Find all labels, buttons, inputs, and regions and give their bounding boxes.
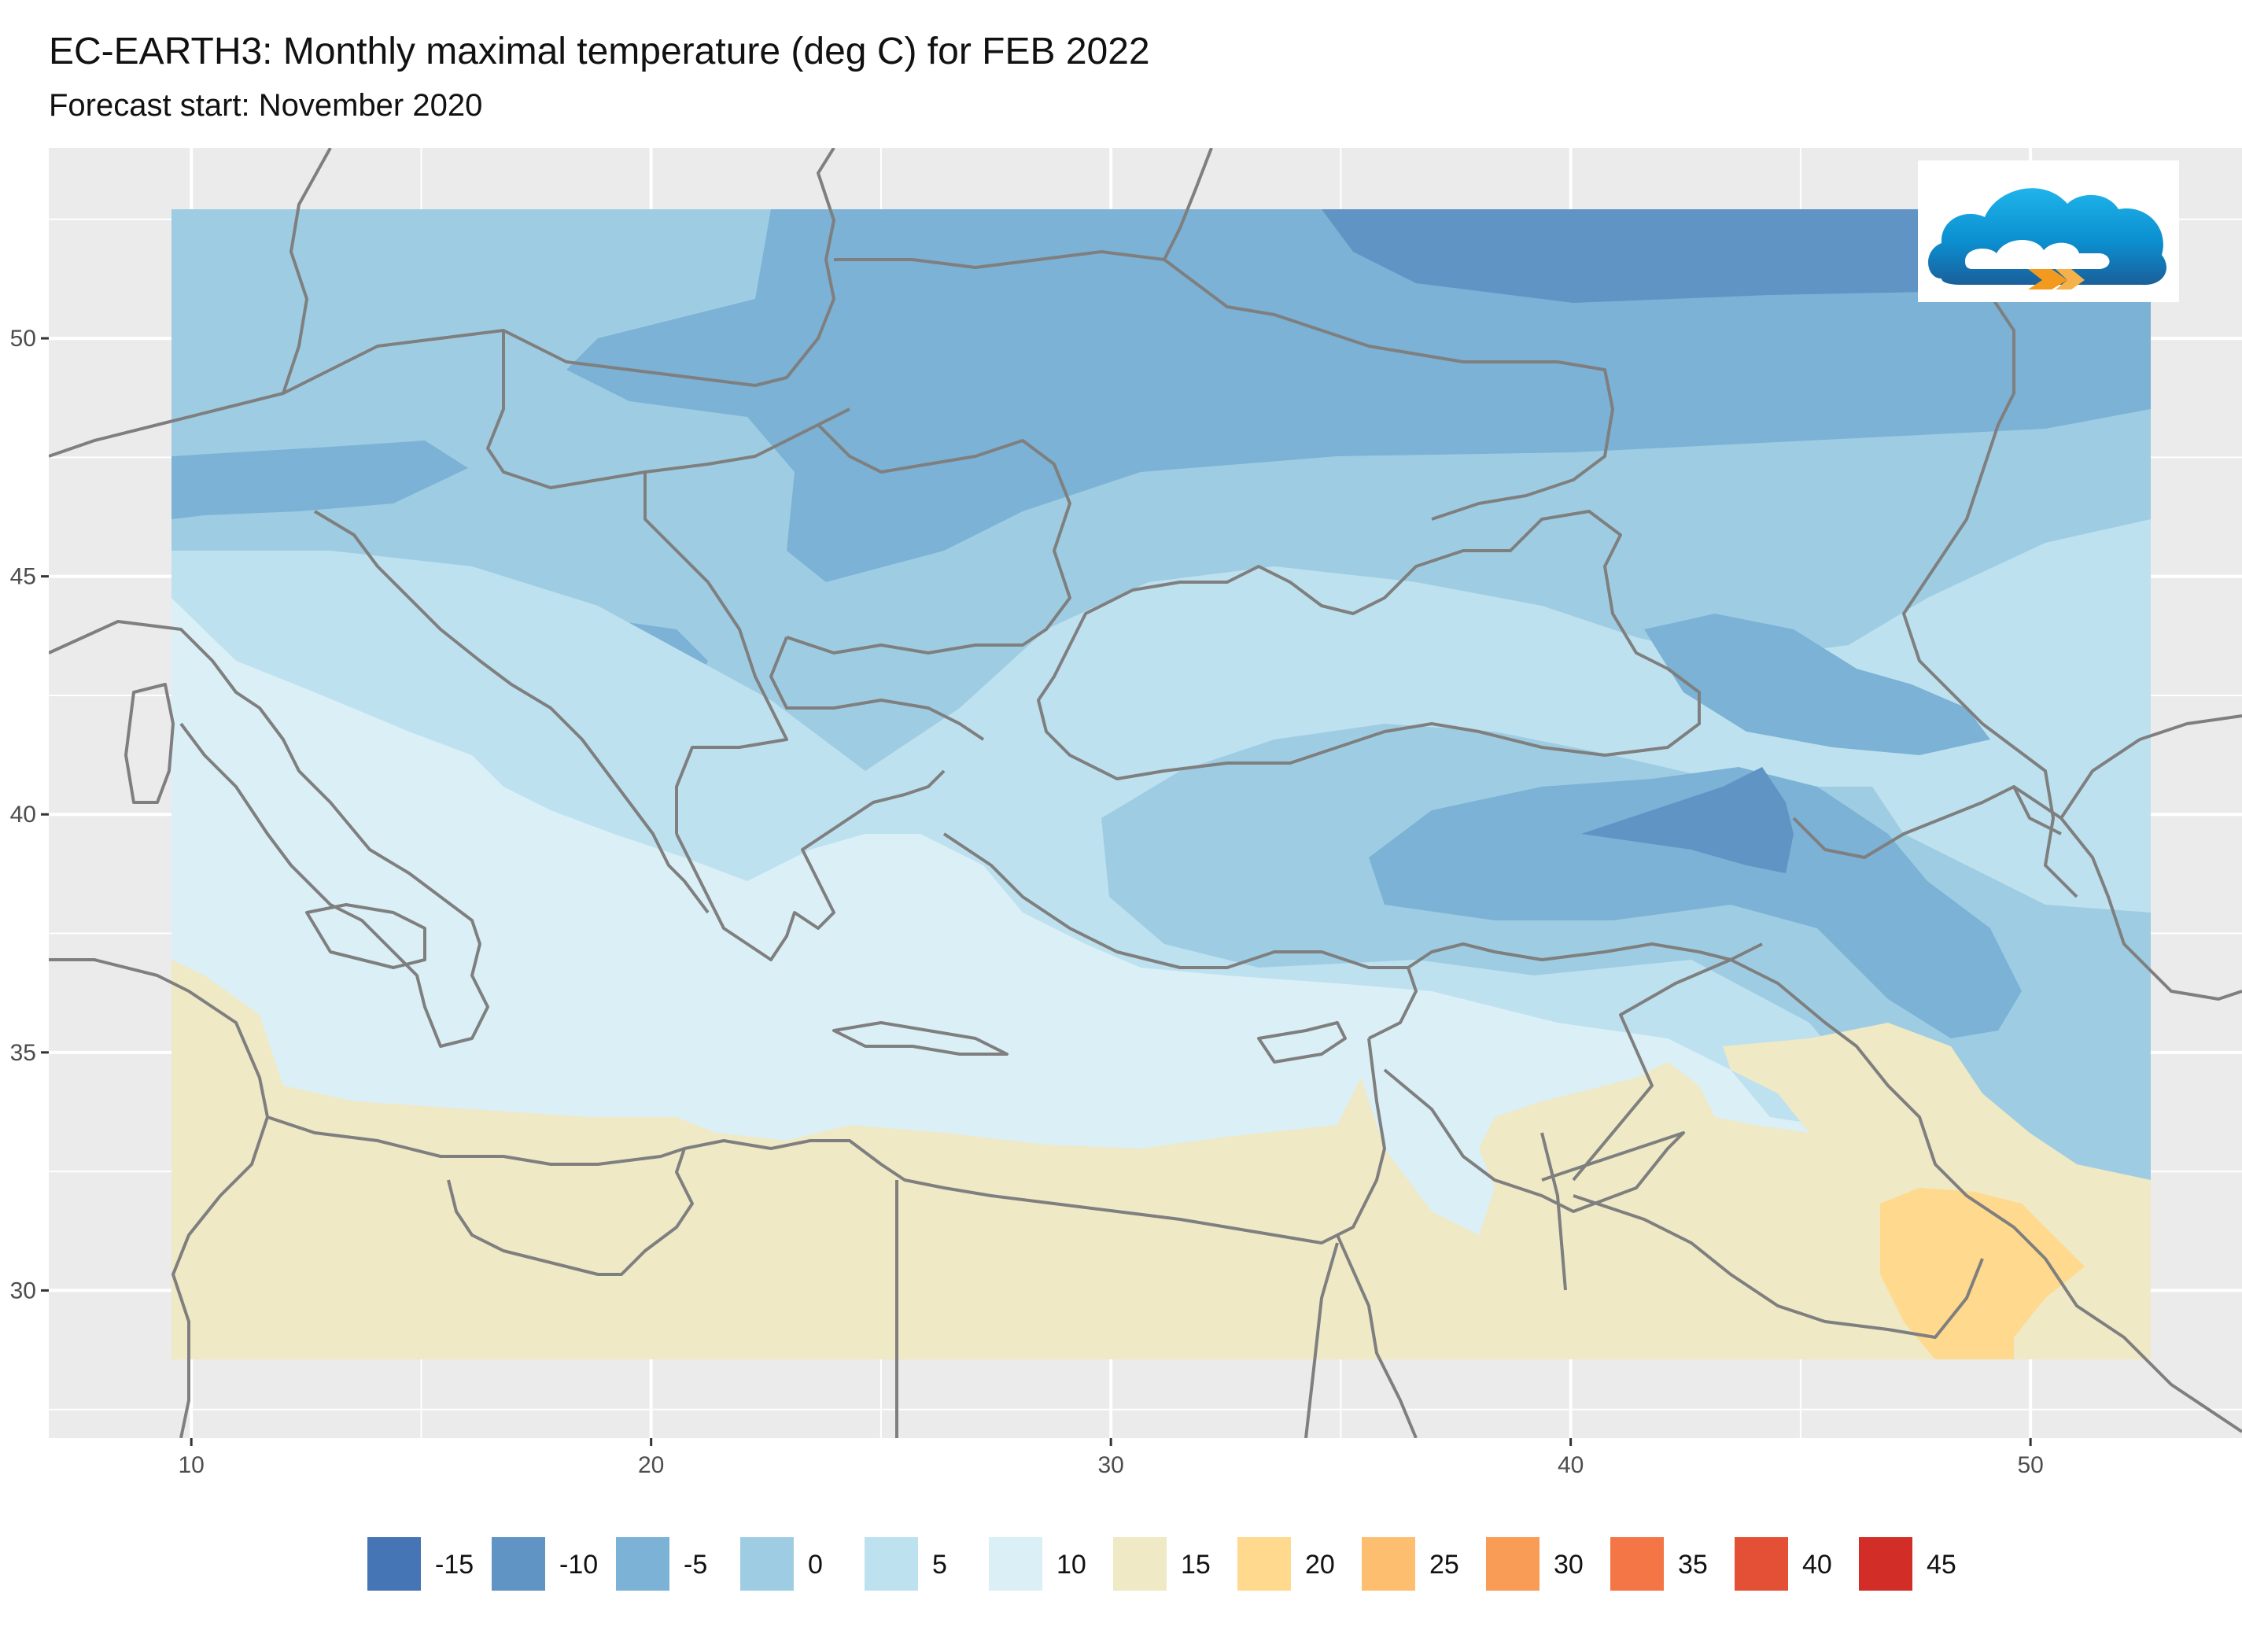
legend-swatch [1610,1537,1664,1591]
legend-swatch [865,1537,918,1591]
legend-label: 40 [1802,1550,1832,1580]
border-middle-east [1383,785,2242,1433]
legend-label: 0 [808,1550,823,1580]
field-patch-alps-minus5 [171,441,468,519]
field-band-africa-15 [171,960,2151,1359]
legend-label: 35 [1678,1550,1708,1580]
legend-label: 30 [1554,1550,1584,1580]
legend-label: 25 [1429,1550,1459,1580]
border-central-europe [49,148,850,489]
coastline-caspian [1902,266,2078,898]
coastline-crete [832,1021,1009,1056]
legend-label: 45 [1927,1550,1956,1580]
coastline-north-africa [49,958,1386,1438]
coastlines-and-borders [49,148,2242,1438]
border-eastern-europe [834,148,1614,521]
coastline-sardinia [124,683,175,804]
coastline-black-sea [1037,510,1701,780]
legend-swatch [492,1537,545,1591]
legend-swatch [1113,1537,1167,1591]
legend-swatch [740,1537,794,1591]
axes: 10 20 30 40 50 30 35 40 45 50 [10,326,2044,1478]
legend-swatch [1486,1537,1540,1591]
legend-label: -10 [559,1550,598,1580]
legend-swatch [367,1537,421,1591]
page-title: EC-EARTH3: Monthly maximal temperature (… [49,31,1150,72]
x-tick-label: 20 [638,1452,664,1478]
legend-label: 20 [1305,1550,1335,1580]
field-patch-caucasus-minus5 [1644,614,1990,755]
legend-label: -15 [435,1550,474,1580]
y-tick-label: 35 [10,1040,36,1066]
legend-swatch [1735,1537,1788,1591]
legend-swatch [1859,1537,1912,1591]
logo [1918,160,2179,302]
coastline-cyprus [1257,1021,1347,1064]
temperature-field [171,209,2151,1359]
page-subtitle: Forecast start: November 2020 [49,88,483,123]
x-tick-label: 50 [2017,1452,2043,1478]
coastline-greece [675,769,946,961]
y-tick-label: 30 [10,1278,36,1304]
x-tick-label: 30 [1097,1452,1123,1478]
legend-label: 5 [932,1550,947,1580]
border-egypt-libya [895,1180,1418,1438]
legend-label: 10 [1056,1550,1086,1580]
border-balkans [643,423,1071,834]
coastline-italy-west [49,620,489,1048]
legend-label: -5 [684,1550,707,1580]
field-patch-mesopotamia-20 [1880,1188,2085,1359]
legend-label: 15 [1181,1550,1211,1580]
temperature-field-overlay [171,209,2151,1359]
x-tick-label: 10 [179,1452,205,1478]
field-band-north-minus5 [566,209,2151,582]
field-patch-anatolia-minus10 [1581,767,1794,873]
legend-swatch [616,1537,669,1591]
legend-swatch [1362,1537,1415,1591]
border-iran [2012,714,2242,1001]
coastline-italy-east [313,510,710,914]
field-patch-anatolia-minus5 [1369,767,2022,1038]
cloud-logo-icon [1928,188,2166,289]
coastline-sicily [305,903,426,969]
legend-swatch [989,1537,1042,1591]
y-tick-label: 40 [10,802,36,828]
coastline-levant [1368,942,1763,1040]
legend: -15 -10 -5 0 5 10 15 20 25 30 35 40 45 [367,1537,1956,1591]
y-tick-label: 50 [10,326,36,352]
legend-swatch [1237,1537,1291,1591]
y-tick-label: 45 [10,564,36,590]
x-tick-label: 40 [1558,1452,1584,1478]
coastline-anatolia-south [942,832,1408,969]
